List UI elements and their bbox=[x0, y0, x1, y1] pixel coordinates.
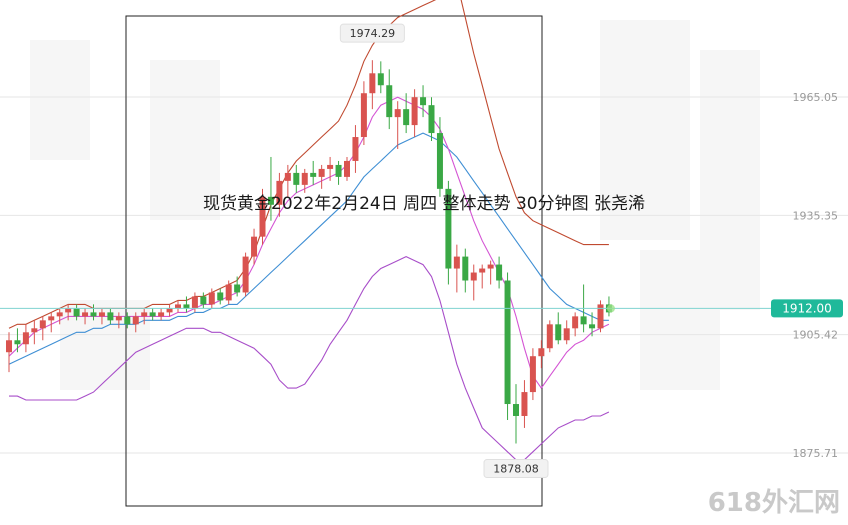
candle-body bbox=[597, 304, 604, 329]
background-block bbox=[600, 20, 690, 240]
candle-body bbox=[14, 340, 21, 345]
candle-body bbox=[166, 308, 173, 313]
candle-body bbox=[48, 316, 55, 321]
candle-body bbox=[200, 296, 207, 305]
candle-body bbox=[208, 292, 215, 305]
candle-body bbox=[529, 356, 536, 393]
candle-body bbox=[251, 236, 258, 257]
y-tick-label: 1905.42 bbox=[793, 329, 839, 342]
candle-body bbox=[403, 109, 410, 126]
candle-body bbox=[259, 196, 266, 237]
candle-body bbox=[504, 280, 511, 405]
candle-body bbox=[301, 172, 308, 185]
candle-body bbox=[394, 109, 401, 118]
candle-body bbox=[82, 312, 89, 317]
candle-body bbox=[115, 316, 122, 321]
annotation-badge bbox=[483, 459, 549, 479]
candle-body bbox=[589, 324, 596, 329]
candle-body bbox=[107, 312, 114, 321]
selection-box bbox=[125, 15, 543, 507]
candle-body bbox=[293, 172, 300, 185]
candle-body bbox=[158, 312, 165, 317]
watermark-logo: 618外汇网 bbox=[707, 488, 840, 518]
candle-body bbox=[327, 164, 334, 169]
candle-body bbox=[335, 164, 342, 177]
candle-body bbox=[267, 196, 274, 205]
candle-body bbox=[462, 256, 469, 281]
candle-body bbox=[225, 284, 232, 301]
current-price-dot bbox=[606, 304, 615, 313]
candle-body bbox=[555, 324, 562, 341]
candle-body bbox=[22, 332, 29, 345]
indicator-line-lower bbox=[9, 255, 610, 461]
candle-body bbox=[386, 85, 393, 118]
candle-body bbox=[141, 312, 148, 317]
candle-body bbox=[344, 160, 350, 177]
candle-body bbox=[98, 312, 105, 317]
candle-body bbox=[242, 256, 249, 293]
candle-body bbox=[580, 316, 587, 325]
indicator-line-mid bbox=[8, 132, 609, 365]
candle-body bbox=[276, 180, 283, 205]
candle-body bbox=[436, 133, 443, 189]
candle-body bbox=[420, 97, 427, 106]
candle-body bbox=[453, 256, 460, 269]
candle-body bbox=[217, 292, 224, 301]
indicator-line-upper bbox=[8, 0, 609, 329]
candle-body bbox=[310, 172, 317, 177]
candle-body bbox=[65, 308, 72, 313]
candle-body bbox=[496, 264, 503, 281]
candle-body bbox=[377, 73, 384, 86]
candle-body bbox=[487, 264, 494, 269]
candle-body bbox=[546, 324, 553, 349]
candle-body bbox=[538, 348, 545, 357]
candle-body bbox=[183, 304, 190, 309]
candle-body bbox=[73, 308, 80, 317]
candle-body bbox=[411, 97, 418, 126]
background-block bbox=[640, 250, 720, 390]
candle-body bbox=[149, 312, 156, 317]
current-price-label: 1912.00 bbox=[782, 301, 832, 315]
candle-body bbox=[90, 312, 97, 317]
candle-body bbox=[352, 137, 359, 161]
candle-body bbox=[31, 328, 38, 333]
background-block bbox=[60, 300, 150, 390]
candle-body bbox=[513, 404, 519, 416]
current-price-badge bbox=[771, 299, 843, 318]
candle-body bbox=[132, 316, 139, 325]
annotation-label-low: 1878.08 bbox=[493, 463, 539, 476]
candle-body bbox=[191, 296, 198, 309]
candle-body bbox=[318, 168, 325, 177]
candle-body bbox=[369, 73, 376, 94]
chart-title: 现货黄金2022年2月24日 周四 整体走势 30分钟图 张尧浠 bbox=[203, 194, 645, 214]
candle-body bbox=[175, 304, 181, 309]
annotation-label-high: 1974.29 bbox=[350, 27, 396, 40]
candle-body bbox=[563, 328, 570, 341]
y-tick-label: 1965.05 bbox=[793, 91, 839, 104]
background-block bbox=[30, 40, 90, 160]
annotation-badge bbox=[339, 23, 405, 43]
y-tick-label: 1875.71 bbox=[793, 447, 839, 460]
candle-body bbox=[470, 272, 477, 281]
y-tick-label: 1935.35 bbox=[793, 209, 839, 222]
candle-body bbox=[39, 320, 46, 329]
candle-body bbox=[445, 188, 452, 269]
candle-body bbox=[360, 93, 367, 138]
candle-body bbox=[56, 312, 63, 317]
candle-body bbox=[428, 105, 435, 134]
candle-body bbox=[284, 172, 291, 181]
candle-body bbox=[6, 340, 12, 353]
candle-body bbox=[124, 316, 131, 325]
candle-body bbox=[234, 284, 241, 293]
candle-body bbox=[521, 392, 528, 416]
background-block bbox=[150, 60, 220, 220]
candle-body bbox=[572, 316, 579, 329]
candle-body bbox=[479, 268, 486, 273]
